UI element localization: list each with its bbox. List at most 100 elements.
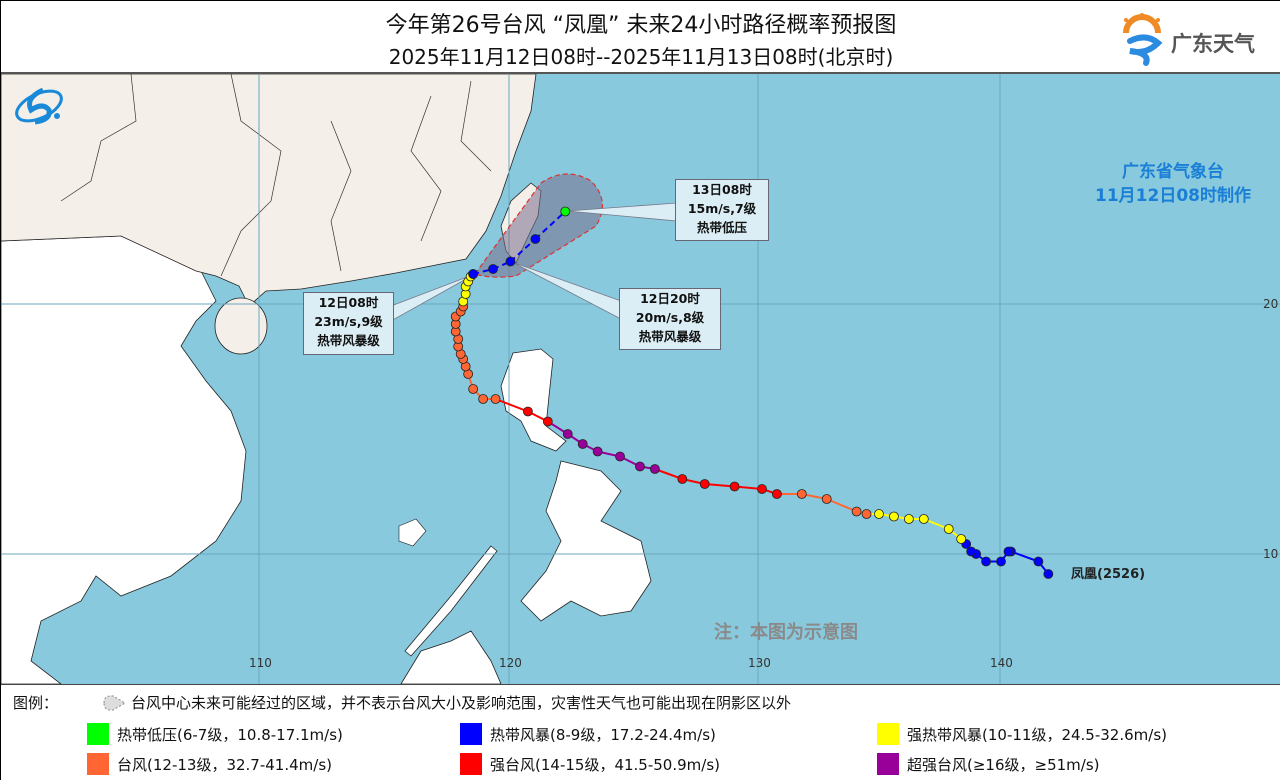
- legend-label: 强台风(14-15级，41.5-50.9m/s): [490, 755, 720, 774]
- track-point: [488, 264, 498, 274]
- track-segment: [534, 210, 566, 240]
- callout-level: 热带低压: [696, 220, 747, 235]
- forecast-track: [468, 206, 571, 279]
- lon-label-140: 140: [990, 656, 1013, 670]
- swatch-superty: [877, 753, 899, 775]
- callout-leaders: [390, 202, 678, 322]
- lat-label-10: 10: [1263, 547, 1279, 561]
- track-point: [699, 479, 710, 489]
- track-point: [530, 234, 541, 244]
- legend-label: 热带风暴(8-9级，17.2-24.4m/s): [490, 725, 716, 744]
- track-point: [943, 524, 954, 534]
- lon-label-120: 120: [499, 656, 522, 670]
- legend-label: 热带低压(6-7级，10.8-17.1m/s): [117, 725, 343, 744]
- brand-name: 广东天气: [1171, 32, 1255, 56]
- legend-item-superty: 超强台风(≥16级，≥51m/s): [877, 753, 1100, 775]
- map: 广东省气象台 11月12日08时制作 13日08时 15m/s,7级 热带低压 …: [0, 73, 1280, 685]
- legend-item-ts: 热带风暴(8-9级，17.2-24.4m/s): [460, 723, 716, 745]
- track-point: [757, 484, 767, 494]
- legend-title: 图例：: [13, 694, 59, 712]
- track-point: [562, 429, 573, 439]
- track-point: [468, 384, 479, 394]
- legend-item-sty: 强台风(14-15级，41.5-50.9m/s): [460, 753, 720, 775]
- swatch-ty: [87, 753, 109, 775]
- legend-label: 台风(12-13级，32.7-41.4m/s): [117, 755, 332, 774]
- track-point: [677, 474, 688, 484]
- track-point: [851, 506, 862, 517]
- track-point: [889, 511, 899, 522]
- track-point: [505, 256, 516, 267]
- track-point: [796, 489, 807, 499]
- visayas-mindanao: [520, 460, 652, 622]
- track-point: [577, 439, 588, 449]
- typhoon-track: [450, 269, 1054, 579]
- track-point: [874, 509, 884, 519]
- swatch-ts: [460, 723, 482, 745]
- track-point: [1033, 556, 1044, 567]
- track-point: [592, 446, 603, 457]
- typhoon-name-label: 凤凰(2526): [1071, 567, 1146, 582]
- header: 今年第26号台风 “凤凰” 未来24小时路径概率预报图 2025年11月12日0…: [1, 1, 1280, 74]
- callout-wind: 15m/s,7级: [687, 201, 757, 216]
- callout-level: 热带风暴级: [317, 333, 380, 348]
- track-point: [918, 514, 929, 524]
- track-segment: [704, 483, 735, 488]
- map-title: 今年第26号台风 “凤凰” 未来24小时路径概率预报图: [385, 13, 897, 38]
- track-point: [1003, 546, 1014, 557]
- province-border: [60, 73, 492, 277]
- track-point: [981, 556, 991, 567]
- brand-logo: 广东天气: [1116, 11, 1276, 67]
- track-point: [615, 451, 625, 462]
- track-segment: [826, 498, 857, 513]
- swatch-td: [87, 723, 109, 745]
- callout-time: 12日08时: [318, 295, 379, 310]
- sun-wave-logo-icon: [1123, 13, 1163, 66]
- track-point: [861, 509, 872, 519]
- hainan-island: [214, 297, 268, 355]
- china-land: [0, 73, 537, 307]
- issue-time: 11月12日08时制作: [1095, 186, 1251, 206]
- track-point: [478, 394, 489, 404]
- track-point: [560, 206, 571, 217]
- track-point: [1043, 569, 1054, 579]
- callout-12d20: 12日20时 20m/s,8级 热带风暴级: [619, 288, 721, 350]
- track-point: [468, 269, 479, 279]
- track-point: [966, 546, 977, 557]
- track-point: [542, 416, 553, 427]
- callout-time: 13日08时: [692, 182, 752, 197]
- lon-label-130: 130: [748, 656, 771, 670]
- luzon-island: [500, 348, 567, 452]
- lon-label-110: 110: [249, 656, 272, 670]
- callout-wind: 23m/s,9级: [314, 314, 383, 329]
- swatch-sts: [877, 723, 899, 745]
- callout-level: 热带风暴级: [638, 329, 702, 344]
- issuer-org: 广东省气象台: [1122, 162, 1224, 182]
- legend-item-ty: 台风(12-13级，32.7-41.4m/s): [87, 753, 332, 775]
- track-point: [772, 489, 782, 499]
- legend-label: 超强台风(≥16级，≥51m/s): [907, 755, 1100, 774]
- legend-item-sts: 强热带风暴(10-11级，24.5-32.6m/s): [877, 723, 1167, 745]
- legend: 图例： 台风中心未来可能经过的区域，并不表示台风大小及影响范围，灾害性天气也可能…: [1, 684, 1280, 781]
- track-point: [956, 534, 967, 544]
- map-canvas: [0, 73, 1280, 685]
- track-point: [729, 481, 740, 492]
- track-point: [635, 461, 645, 472]
- track-point: [996, 556, 1006, 567]
- track-point: [903, 514, 914, 524]
- palawan-island: [404, 545, 498, 657]
- cone-sample-icon: [103, 695, 126, 711]
- lat-label-20: 20: [1263, 297, 1279, 311]
- cma-logo-icon: [13, 84, 65, 130]
- swatch-sty: [460, 753, 482, 775]
- schematic-note: 注：本图为示意图: [714, 622, 858, 643]
- callout-13d08: 13日08时 15m/s,7级 热带低压: [675, 179, 769, 241]
- issuer-info: 广东省气象台 11月12日08时制作: [1095, 160, 1251, 208]
- track-segment: [495, 398, 529, 413]
- small-island: [398, 518, 427, 547]
- track-segment: [509, 238, 537, 263]
- callout-12d08: 12日08时 23m/s,9级 热带风暴级: [303, 292, 394, 355]
- track-point: [490, 394, 501, 404]
- graticule: [1, 74, 1280, 684]
- callout-wind: 20m/s,8级: [635, 310, 705, 325]
- map-subtitle: 2025年11月12日08时--2025年11月13日08时(北京时): [388, 45, 894, 69]
